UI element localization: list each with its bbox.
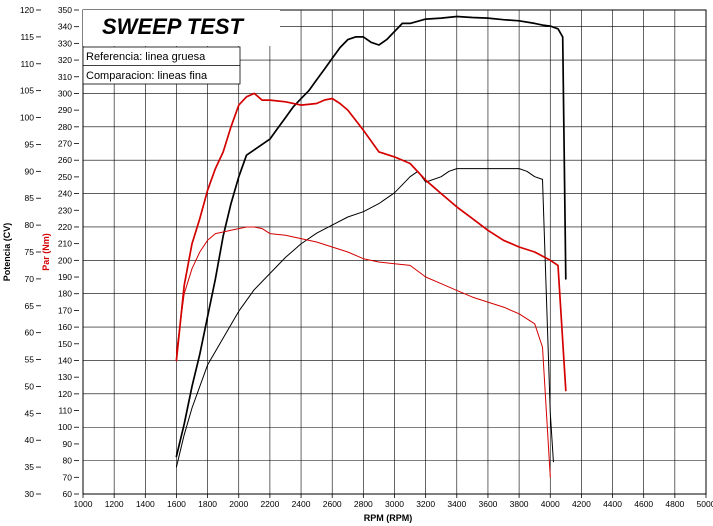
torque-tick-label: 100	[58, 422, 72, 432]
x-tick-label: 3000	[385, 499, 404, 509]
x-tick-label: 4600	[634, 499, 653, 509]
x-tick-label: 5000	[697, 499, 713, 509]
torque-tick-label: 210	[58, 239, 72, 249]
power-tick-label: 90	[25, 166, 35, 176]
torque-tick-label: 190	[58, 272, 72, 282]
x-tick-label: 2000	[229, 499, 248, 509]
power-tick-label: 120	[20, 5, 34, 15]
power-tick-label: 60	[25, 328, 35, 338]
x-tick-label: 3600	[478, 499, 497, 509]
power-tick-label: 85	[25, 193, 35, 203]
torque-tick-label: 170	[58, 305, 72, 315]
x-tick-label: 4000	[541, 499, 560, 509]
torque-tick-label: 80	[63, 456, 73, 466]
torque-tick-label: 290	[58, 105, 72, 115]
torque-tick-label: 320	[58, 55, 72, 65]
torque-tick-label: 350	[58, 5, 72, 15]
torque-tick-label: 300	[58, 88, 72, 98]
torque-tick-label: 270	[58, 139, 72, 149]
x-tick-label: 1600	[167, 499, 186, 509]
series-power-thin-line	[175, 168, 554, 468]
torque-tick-label: 220	[58, 222, 72, 232]
x-tick-label: 3400	[447, 499, 466, 509]
power-tick-label: 80	[25, 220, 35, 230]
series-lines	[175, 15, 567, 478]
torque-tick-label: 120	[58, 389, 72, 399]
x-tick-label: 1800	[198, 499, 217, 509]
x-tick-label: 2600	[323, 499, 342, 509]
torque-tick-label: 60	[63, 489, 73, 499]
torque-tick-label: 230	[58, 205, 72, 215]
torque-tick-label: 160	[58, 322, 72, 332]
power-tick-label: 105	[20, 86, 34, 96]
torque-tick-label: 250	[58, 172, 72, 182]
series-torque-thin-line	[175, 226, 551, 478]
series-torque-thick-line	[175, 92, 567, 392]
power-tick-label: 45	[25, 408, 35, 418]
x-axis-title: RPM (RPM)	[364, 513, 413, 523]
x-tick-label: 2400	[292, 499, 311, 509]
tick-labels: 1000 1200 1400 1600 1800 2000 2200 2400 2600 2800…	[20, 5, 713, 509]
x-tick-label: 2800	[354, 499, 373, 509]
torque-tick-label: 310	[58, 72, 72, 82]
torque-tick-label: 70	[63, 472, 73, 482]
grid-lines	[82, 10, 707, 494]
power-tick-label: 75	[25, 247, 35, 257]
x-tick-label: 2200	[260, 499, 279, 509]
power-tick-label: 35	[25, 462, 35, 472]
x-tick-label: 3800	[510, 499, 529, 509]
torque-tick-label: 200	[58, 255, 72, 265]
torque-tick-label: 140	[58, 355, 72, 365]
power-tick-label: 65	[25, 301, 35, 311]
power-tick-label: 100	[20, 113, 34, 123]
y-axis-title-power: Potencia (CV)	[2, 223, 12, 282]
power-tick-label: 70	[25, 274, 35, 284]
x-tick-label: 4400	[603, 499, 622, 509]
torque-tick-label: 150	[58, 339, 72, 349]
y-axis-title-torque: Par (Nm)	[41, 233, 51, 271]
x-tick-label: 3200	[416, 499, 435, 509]
x-tick-label: 4800	[665, 499, 684, 509]
power-tick-label: 40	[25, 435, 35, 445]
power-tick-label: 115	[20, 32, 34, 42]
x-tick-label: 1200	[105, 499, 124, 509]
power-tick-label: 95	[25, 139, 35, 149]
series-power-thick-line	[175, 15, 567, 458]
torque-tick-label: 90	[63, 439, 73, 449]
torque-tick-label: 260	[58, 155, 72, 165]
x-tick-label: 1400	[136, 499, 155, 509]
legend-entry-reference: Referencia: linea gruesa	[86, 51, 206, 63]
x-tick-label: 1000	[74, 499, 93, 509]
torque-tick-label: 340	[58, 22, 72, 32]
chart-title: SWEEP TEST	[102, 14, 245, 39]
torque-tick-label: 240	[58, 189, 72, 199]
x-tick-label: 4200	[572, 499, 591, 509]
title-box	[83, 10, 280, 46]
power-tick-label: 110	[20, 59, 34, 69]
power-tick-label: 50	[25, 381, 35, 391]
power-tick-label: 30	[25, 489, 35, 499]
torque-tick-label: 280	[58, 122, 72, 132]
torque-tick-label: 110	[58, 406, 72, 416]
torque-tick-label: 130	[58, 372, 72, 382]
torque-tick-label: 330	[58, 38, 72, 48]
legend-entry-comparison: Comparacion: lineas fina	[86, 70, 208, 82]
power-tick-label: 55	[25, 355, 35, 365]
torque-tick-label: 180	[58, 289, 72, 299]
